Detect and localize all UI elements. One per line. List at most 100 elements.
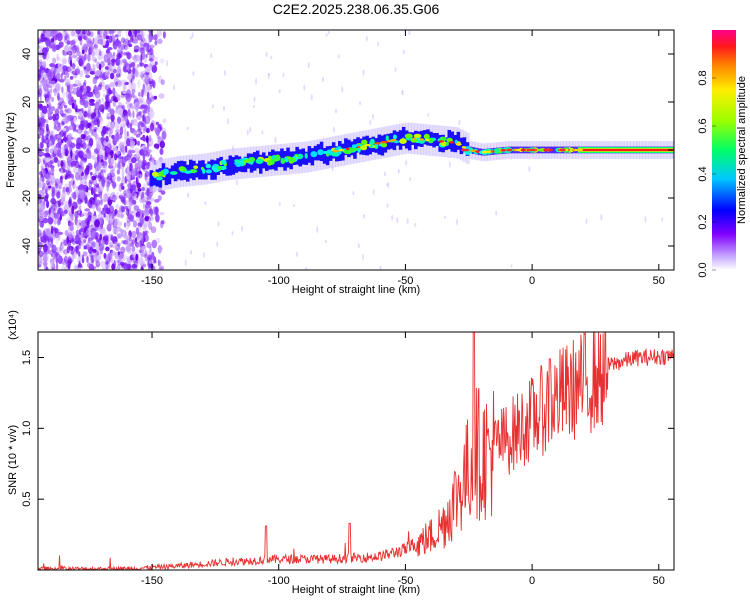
ridge-blob [404, 133, 413, 139]
noise-speck [136, 34, 143, 41]
noise-speck [40, 165, 44, 170]
noise-speck [146, 76, 150, 85]
noise-speck [80, 191, 85, 199]
noise-speck [66, 40, 71, 45]
noise-speck [362, 69, 365, 76]
noise-speck [137, 140, 140, 146]
noise-speck [83, 66, 87, 71]
noise-speck [112, 213, 115, 220]
ridge-hotspot [516, 148, 521, 152]
noise-speck [77, 168, 83, 175]
noise-speck [40, 38, 45, 43]
noise-speck [145, 205, 148, 215]
noise-speck [84, 177, 87, 185]
noise-speck [114, 162, 117, 168]
noise-speck [94, 84, 97, 94]
noise-speck [157, 259, 160, 267]
x-tick-label: -100 [268, 575, 290, 587]
ridge-blob [368, 142, 374, 148]
noise-speck [124, 81, 129, 86]
ridge-hotspot [456, 143, 462, 146]
noise-speck [150, 81, 155, 88]
noise-speck [92, 112, 96, 119]
ridge-body [231, 156, 236, 175]
noise-speck [149, 245, 152, 254]
noise-speck [106, 116, 112, 120]
noise-speck [89, 45, 95, 53]
noise-speck [93, 67, 96, 73]
noise-speck [54, 178, 60, 188]
noise-speck [104, 68, 108, 78]
noise-speck [75, 172, 80, 181]
noise-speck [66, 71, 70, 79]
noise-speck [100, 199, 107, 203]
noise-speck [136, 64, 140, 68]
noise-speck [113, 76, 119, 85]
ridge-blob [374, 143, 379, 150]
noise-speck [95, 188, 98, 193]
noise-speck [44, 152, 50, 158]
noise-speck [145, 162, 150, 170]
noise-speck [88, 263, 95, 270]
noise-speck [149, 60, 155, 68]
ridge-body [344, 138, 348, 156]
noise-speck [77, 263, 83, 268]
noise-speck [114, 34, 119, 38]
noise-speck [41, 79, 47, 87]
noise-speck [39, 95, 42, 103]
spectrogram-panel: -150 -100 -50 0 50 -40 -20 0 20 40 Height of str… [5, 29, 675, 296]
noise-speck [153, 95, 158, 100]
noise-speck [295, 251, 298, 257]
noise-speck [83, 153, 88, 162]
noise-speck [118, 53, 121, 59]
noise-speck [38, 216, 44, 222]
noise-speck [83, 245, 87, 250]
noise-speck [70, 149, 73, 159]
noise-speck [146, 97, 152, 105]
noise-speck [104, 140, 106, 144]
noise-speck [87, 53, 91, 62]
noise-speck [48, 208, 51, 215]
y-tick-label: 20 [21, 96, 33, 108]
noise-speck [362, 253, 365, 261]
noise-speck [140, 122, 145, 128]
noise-speck [42, 90, 47, 97]
noise-speck [81, 163, 84, 170]
noise-speck [303, 84, 306, 91]
noise-speck [59, 179, 64, 186]
noise-speck [137, 71, 143, 78]
noise-speck [44, 147, 48, 152]
noise-speck [160, 126, 163, 131]
noise-speck [64, 200, 69, 209]
top-y-axis-ticks: -40 -20 0 20 40 [21, 48, 674, 254]
noise-speck [59, 78, 65, 83]
noise-speck [147, 103, 150, 113]
noise-speck [67, 186, 73, 193]
noise-speck [157, 244, 162, 254]
noise-speck [335, 108, 337, 114]
noise-speck [107, 178, 112, 185]
noise-speck [158, 265, 165, 270]
noise-speck [142, 114, 145, 122]
noise-speck [379, 265, 382, 270]
noise-speck [161, 130, 167, 140]
noise-speck [81, 49, 85, 54]
noise-speck [246, 129, 249, 136]
noise-speck [456, 218, 459, 226]
noise-speck [38, 260, 43, 266]
noise-speck [94, 134, 100, 143]
noise-speck [144, 249, 147, 257]
noise-speck [144, 104, 148, 111]
noise-speck [75, 45, 79, 52]
ridge-blob [255, 158, 264, 164]
noise-speck [117, 251, 124, 259]
noise-speck [78, 245, 82, 249]
noise-speck [117, 79, 122, 86]
noise-speck [151, 251, 155, 261]
noise-speck [125, 154, 131, 161]
noise-speck [116, 242, 121, 247]
noise-speck [144, 126, 148, 133]
noise-speck [100, 159, 104, 163]
noise-speck [98, 63, 102, 71]
noise-speck [139, 197, 145, 204]
